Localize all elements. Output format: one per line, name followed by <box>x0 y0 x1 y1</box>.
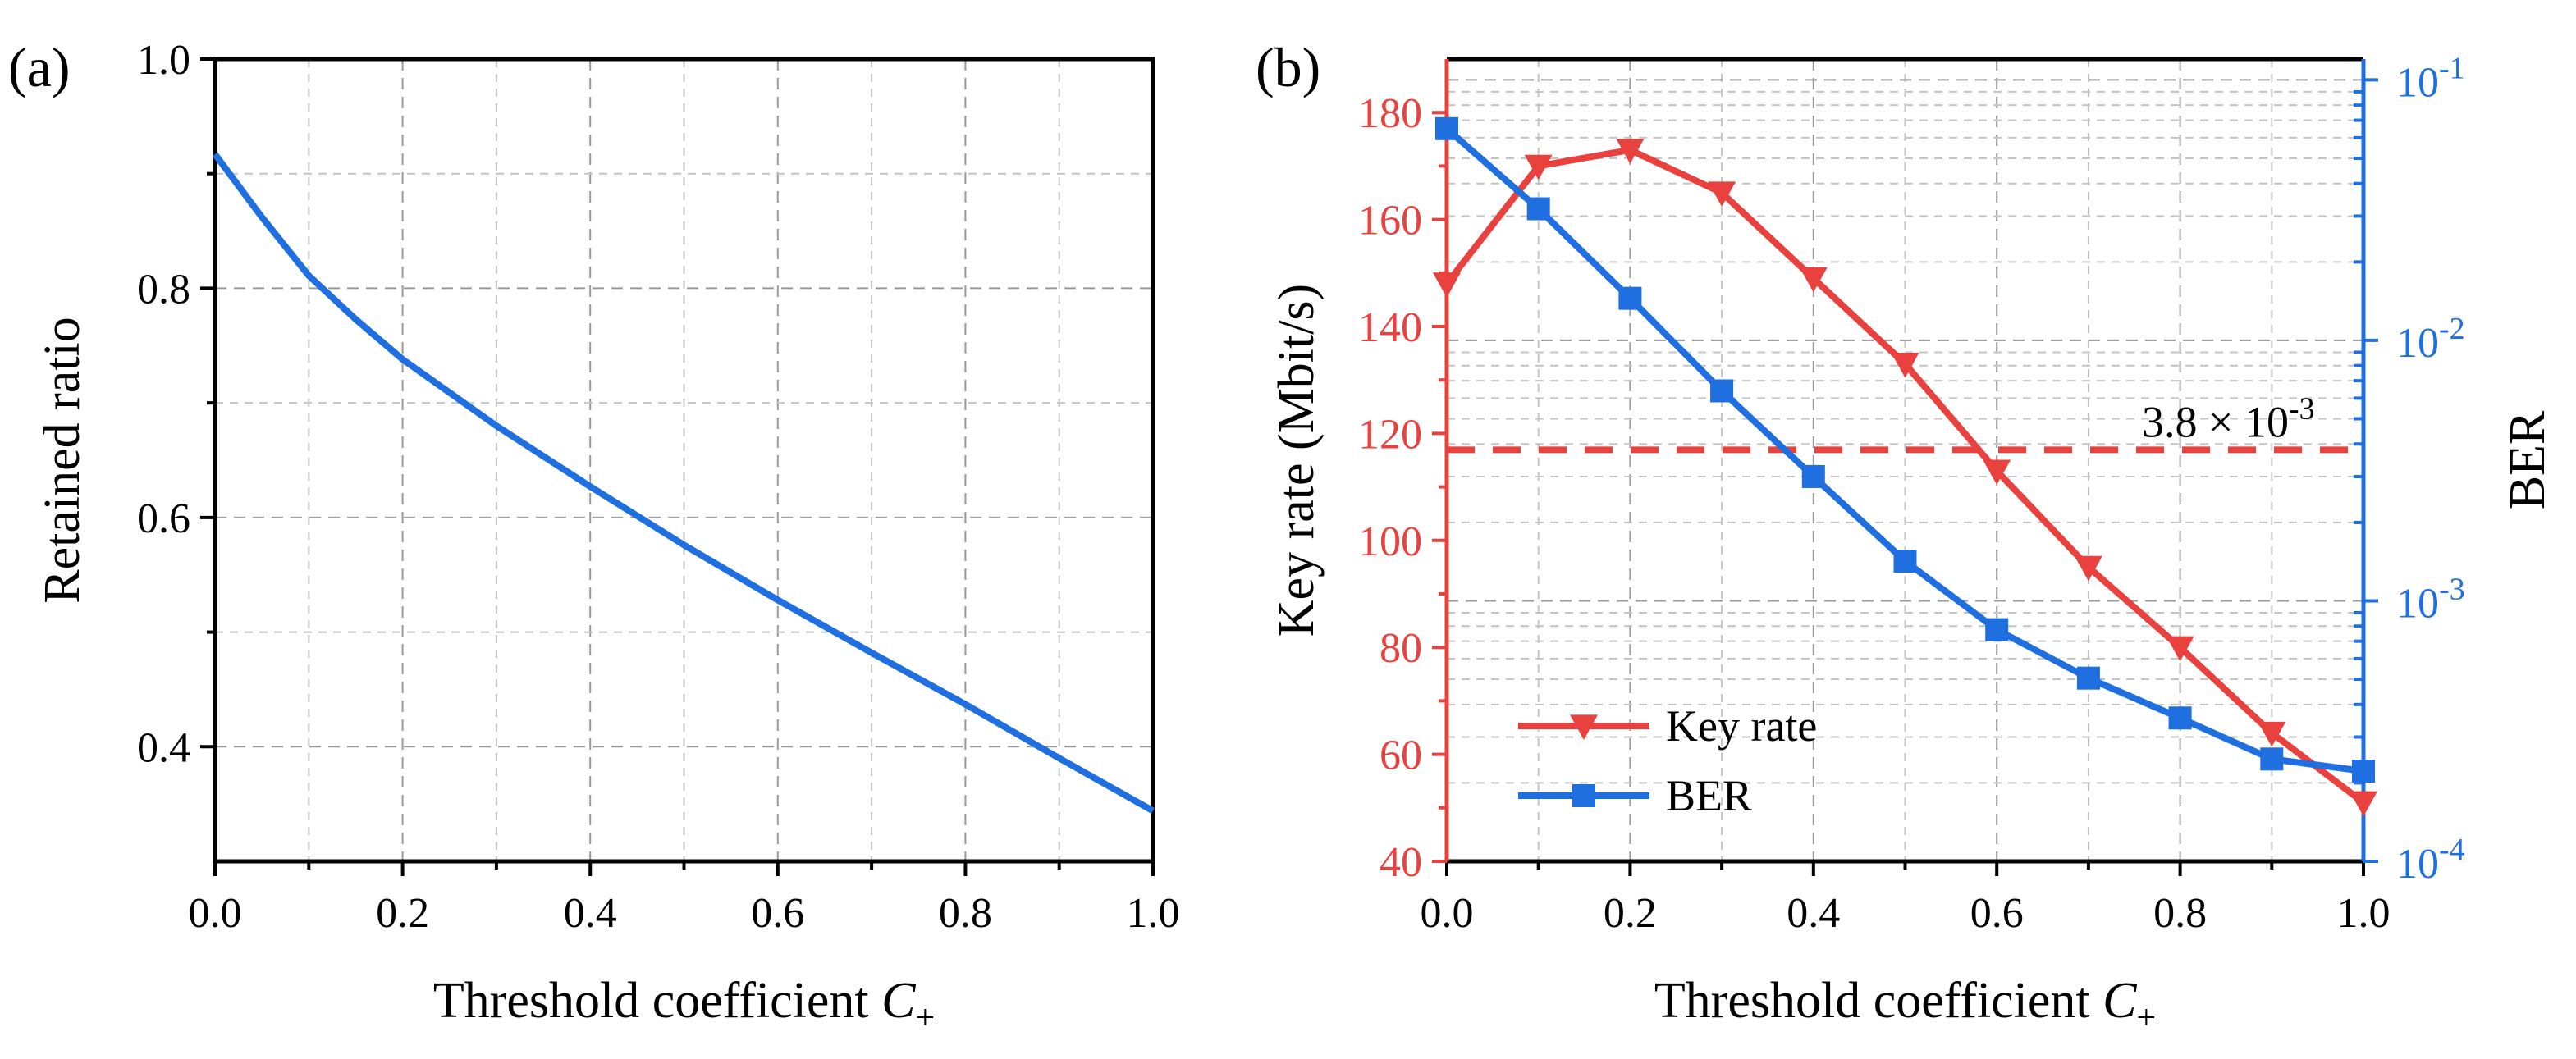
panel-label-a: (a) <box>8 36 70 98</box>
x-tick-label: 0.0 <box>1421 890 1474 937</box>
y-tick-label: 1.0 <box>137 37 190 84</box>
ber-point <box>1710 379 1734 403</box>
x-tick-label: 0.8 <box>2153 890 2207 937</box>
y-right-tick-label: 10-3 <box>2396 572 2465 627</box>
key-rate-point <box>2074 555 2102 582</box>
y-right-tick-label: 10-4 <box>2396 833 2465 888</box>
x-axis-title-b: Threshold coefficient C+ <box>1654 973 2156 1037</box>
y-left-tick-label: 40 <box>1380 839 1422 886</box>
key-rate-point <box>2258 721 2286 747</box>
threshold-label: 3.8 × 10-3 <box>2142 391 2315 446</box>
legend-key-rate-marker <box>1570 714 1598 740</box>
x-tick-label: 0.6 <box>1970 890 2024 937</box>
y-axis-title-a: Retained ratio <box>34 317 90 603</box>
x-tick-label: 0.0 <box>189 890 242 937</box>
key-rate-point <box>1524 154 1553 180</box>
y-right-tick-label: 10-1 <box>2396 51 2465 106</box>
ber-point <box>1526 197 1550 221</box>
ber-point <box>1985 618 2009 641</box>
legend-key-rate-label: Key rate <box>1666 701 1817 751</box>
x-axis-title-a: Threshold coefficient C+ <box>433 973 935 1037</box>
y-right-tick-label: 10-2 <box>2396 312 2465 367</box>
ber-point <box>1893 550 1917 573</box>
legend-ber-label: BER <box>1666 771 1752 820</box>
panel-a-chart: 0.0 0.2 0.4 0.6 0.8 1.0 0.4 0.6 0.8 1.0 (a) Thresho… <box>8 36 1180 1037</box>
x-tick-label: 0.6 <box>751 890 804 937</box>
key-rate-point <box>1891 353 1919 378</box>
legend-ber-marker <box>1572 784 1595 807</box>
x-tick-label: 0.8 <box>939 890 992 937</box>
key-rate-point <box>1983 459 2011 486</box>
panel-b-chart: 0.0 0.2 0.4 0.6 0.8 1.0 40 60 80 100 120 140 160 180 1… <box>1256 36 2555 1037</box>
panel-label-b: (b) <box>1256 36 1320 98</box>
y-left-tick-label: 120 <box>1358 411 1422 458</box>
x-tick-label: 0.2 <box>1604 890 1657 937</box>
x-tick-label: 0.4 <box>1787 890 1840 937</box>
key-rate-point <box>1799 267 1828 293</box>
x-tick-label: 1.0 <box>2337 890 2391 937</box>
ber-point <box>1801 464 1825 488</box>
key-rate-point <box>1708 181 1736 207</box>
x-tick-label: 0.2 <box>376 890 429 937</box>
y-left-axis-title: Key rate (Mbit/s) <box>1269 284 1325 637</box>
y-left-tick-label: 80 <box>1380 625 1422 672</box>
y-left-tick-label: 140 <box>1358 304 1422 351</box>
x-tick-label: 0.4 <box>564 890 617 937</box>
ber-point <box>2076 666 2100 690</box>
key-rate-point <box>2166 636 2194 662</box>
y-left-tick-label: 160 <box>1358 198 1422 244</box>
ber-point <box>1618 286 1642 310</box>
key-rate-point <box>1616 139 1645 164</box>
retained-ratio-line <box>212 152 1155 814</box>
y-left-tick-label: 180 <box>1358 90 1422 137</box>
y-tick-label: 0.4 <box>137 724 190 771</box>
x-tick-label: 1.0 <box>1127 890 1180 937</box>
y-right-axis-title: BER <box>2500 410 2555 509</box>
y-left-tick-label: 60 <box>1380 733 1422 779</box>
ber-point <box>1435 116 1458 140</box>
ber-point <box>2352 760 2375 783</box>
key-rate-point <box>2350 791 2377 817</box>
ber-point <box>2168 706 2192 730</box>
ber-point <box>2260 747 2284 771</box>
y-left-tick-label: 100 <box>1358 518 1422 565</box>
key-rate-point <box>1433 272 1461 298</box>
y-tick-label: 0.8 <box>137 266 190 313</box>
y-tick-label: 0.6 <box>137 495 190 542</box>
